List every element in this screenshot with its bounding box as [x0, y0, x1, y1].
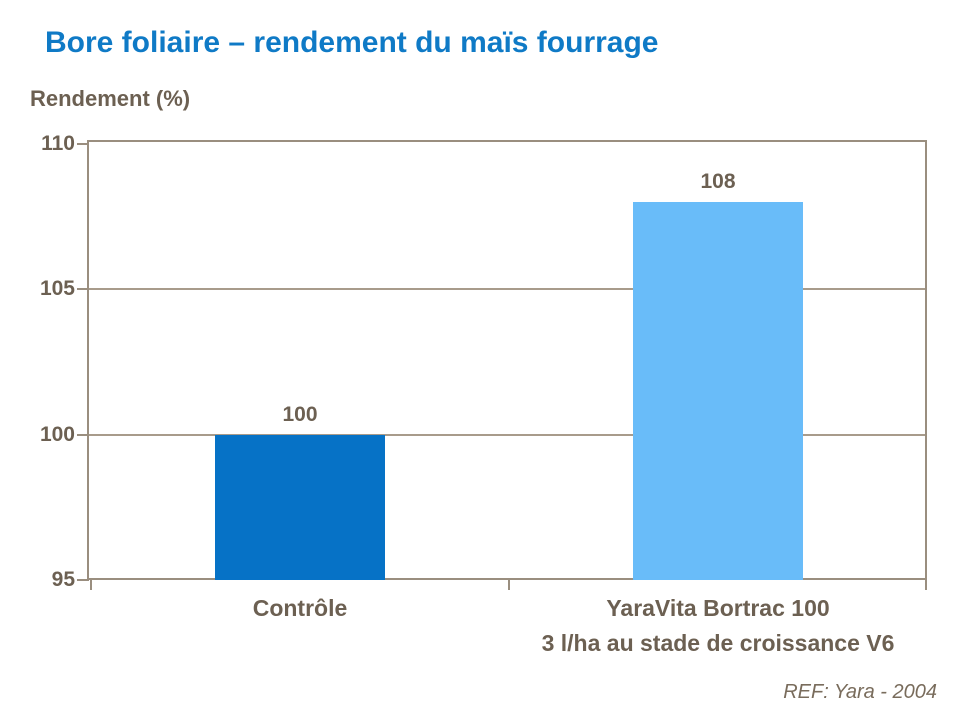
reference-note: REF: Yara - 2004	[783, 681, 937, 703]
y-tick-label: 100	[39, 422, 75, 446]
bar-value-label: 108	[700, 170, 736, 194]
chart-title: Bore foliaire – rendement du maïs fourra…	[45, 26, 659, 59]
x-category-label: Contrôle	[252, 595, 348, 621]
y-axis-title: Rendement (%)	[30, 86, 191, 111]
bar-value-label: 100	[282, 402, 318, 426]
plot-area: 95 100 105 110 100 Contrôle 108 YaraVita Bortra…	[40, 132, 927, 656]
x-tick-mark	[90, 580, 92, 590]
x-tick-mark	[508, 580, 510, 590]
y-tick-label: 95	[51, 568, 75, 591]
x-category-sublabel: 3 l/ha au stade de croissance V6	[541, 630, 895, 656]
y-tick-mark	[77, 579, 89, 581]
bar-2	[633, 202, 803, 580]
bar-1	[215, 434, 385, 580]
y-tick-mark	[77, 143, 89, 145]
y-tick-label: 105	[39, 277, 75, 301]
x-tick-mark	[925, 580, 927, 590]
gridline	[89, 288, 925, 291]
gridline	[89, 433, 925, 436]
x-category-label: YaraVita Bortrac 100	[606, 595, 830, 621]
y-tick-label: 110	[41, 132, 75, 155]
y-tick-mark	[77, 433, 89, 436]
y-tick-mark	[77, 288, 89, 291]
